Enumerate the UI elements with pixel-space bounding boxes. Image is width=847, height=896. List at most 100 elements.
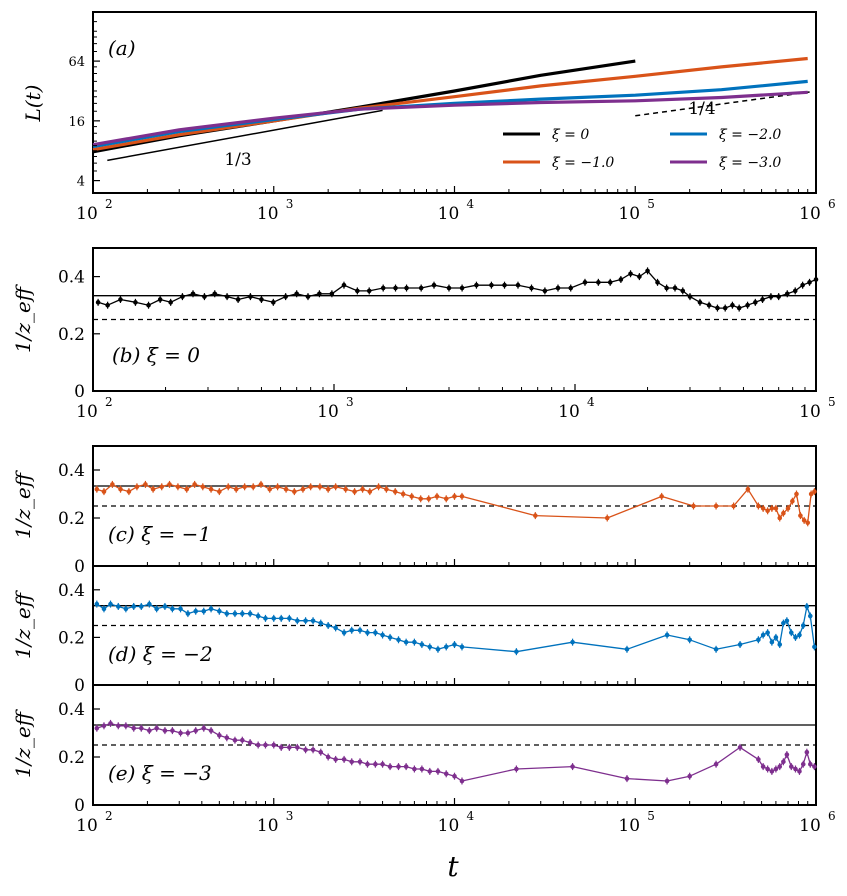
e-xtick-exponent: 3	[286, 809, 294, 823]
data-point-d	[115, 604, 121, 609]
data-point-e	[713, 761, 719, 767]
data-point-c	[360, 486, 365, 492]
data-point-c	[434, 494, 440, 499]
series-line-a-1	[92, 56, 808, 152]
data-point-e	[101, 723, 107, 729]
data-point-c	[418, 496, 423, 502]
data-point-b	[446, 285, 452, 291]
data-point-b	[568, 285, 574, 291]
data-point-c	[777, 515, 783, 521]
data-point-d	[373, 630, 378, 635]
data-point-e	[387, 764, 393, 769]
panel-c-label: (c) ξ = −1	[108, 522, 211, 546]
data-point-b	[655, 280, 660, 285]
data-point-e	[94, 725, 100, 731]
data-point-c	[794, 491, 799, 497]
data-point-c	[126, 489, 132, 494]
panel-d: 0 0.2 0.4 (d) ξ = −2 1/z_eff	[11, 565, 817, 696]
panel-c: 0 0.2 0.4 (c) ξ = −1 1/z_eff	[11, 445, 817, 577]
data-point-d	[247, 611, 253, 616]
data-point-e	[570, 764, 575, 769]
data-point-b	[753, 300, 758, 305]
panel-d-ylabel: 1/z_eff	[11, 589, 35, 659]
data-point-e	[808, 761, 813, 767]
data-point-c	[798, 513, 803, 518]
data-point-b	[212, 291, 218, 297]
b-xtick-label: 10	[799, 402, 821, 422]
data-point-c	[400, 491, 406, 497]
a-ytick-label: 64	[68, 55, 85, 70]
data-point-d	[380, 632, 385, 638]
data-point-d	[687, 637, 692, 643]
data-point-c	[267, 486, 273, 492]
data-point-b	[133, 300, 138, 305]
data-point-c	[409, 494, 415, 499]
data-point-d	[765, 630, 770, 635]
b-xtick-exponent: 5	[828, 395, 836, 409]
e-xtick-exponent: 5	[647, 809, 655, 823]
data-point-b	[736, 305, 742, 311]
a-xtick-label: 10	[799, 204, 821, 224]
data-point-b	[431, 282, 437, 288]
legend-label-xi0: ξ = 0	[552, 127, 589, 143]
data-point-d	[664, 632, 670, 638]
data-point-b	[202, 294, 207, 299]
data-point-b	[628, 271, 633, 277]
data-point-e	[773, 766, 779, 772]
e-xtick-label: 10	[76, 816, 98, 836]
data-point-e	[178, 730, 183, 736]
data-point-d	[138, 604, 144, 609]
data-point-b	[168, 300, 173, 305]
data-point-e	[108, 721, 113, 726]
data-point-e	[781, 759, 786, 765]
data-point-c	[208, 486, 214, 492]
data-point-d	[760, 632, 766, 638]
legend-label-xi1: ξ = −1.0	[552, 155, 614, 171]
data-point-e	[624, 776, 630, 781]
series-line-d	[96, 603, 816, 653]
data-point-c	[790, 498, 795, 504]
data-point-e	[318, 749, 324, 755]
data-point-d	[403, 639, 409, 645]
data-point-d	[162, 604, 168, 609]
data-point-c	[713, 503, 719, 509]
e-ytick-label: 0.2	[58, 748, 85, 768]
data-point-d	[318, 620, 324, 626]
data-point-d	[452, 642, 457, 647]
data-point-b	[706, 302, 712, 308]
panel-e-ylabel: 1/z_eff	[11, 708, 35, 778]
data-point-c	[805, 520, 811, 526]
data-point-b	[776, 294, 781, 299]
data-point-b	[515, 282, 521, 288]
data-point-e	[162, 728, 168, 733]
data-point-d	[777, 642, 783, 647]
data-point-b	[271, 300, 276, 305]
data-point-c	[812, 489, 817, 494]
data-point-e	[147, 728, 152, 733]
a-xtick-exponent: 4	[467, 197, 475, 211]
b-xtick-label: 10	[558, 402, 580, 422]
data-point-c	[367, 489, 373, 494]
data-point-e	[278, 745, 284, 750]
data-point-c	[533, 513, 538, 518]
data-point-d	[797, 632, 802, 638]
data-point-e	[115, 723, 121, 729]
data-point-c	[745, 486, 751, 492]
data-point-e	[427, 769, 433, 774]
data-point-e	[310, 747, 316, 753]
data-point-b	[305, 294, 311, 299]
data-point-b	[502, 282, 507, 288]
data-point-d	[224, 611, 230, 616]
data-point-d	[240, 611, 245, 616]
data-point-d	[357, 627, 363, 633]
data-point-b	[722, 305, 728, 311]
a-xtick-label: 10	[438, 204, 460, 224]
data-point-d	[208, 606, 214, 612]
data-point-d	[147, 601, 152, 607]
d-ytick-label: 0	[74, 676, 85, 696]
data-point-e	[804, 749, 810, 755]
data-point-c	[691, 503, 696, 509]
data-point-b	[792, 288, 798, 294]
data-point-c	[760, 506, 766, 511]
e-xtick-exponent: 2	[105, 809, 113, 823]
